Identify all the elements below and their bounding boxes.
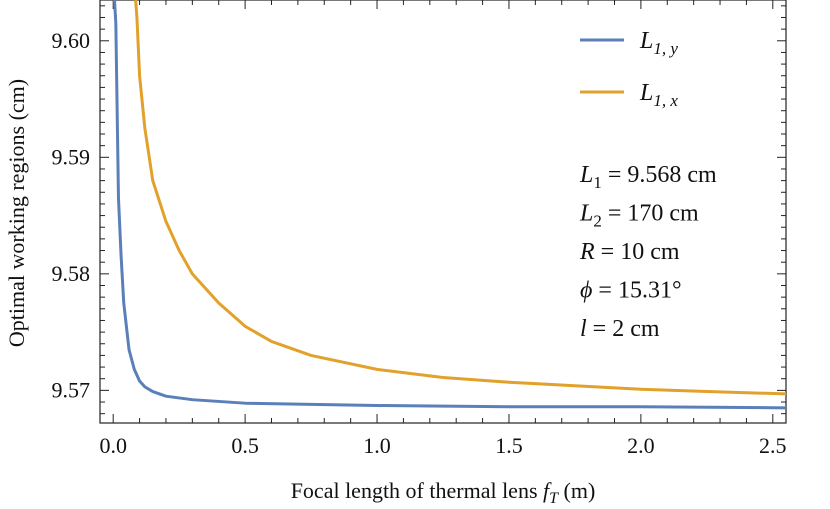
x-axis-var-sub: T: [549, 490, 559, 507]
parameter-annotations: L1 = 9.568 cm L2 = 170 cm R = 10 cm ϕ = 15.…: [579, 162, 717, 342]
x-axis-title: Focal length of thermal lens fT (m): [291, 478, 596, 507]
x-axis-var: f: [543, 478, 552, 503]
y-tick-label: 9.57: [52, 377, 91, 402]
x-tick-label: 1.0: [363, 433, 391, 458]
x-axis-title-text: Focal length of thermal lens: [291, 478, 538, 503]
plot-frame: [99, 0, 787, 424]
series-line-1: [113, 0, 786, 410]
series-line-2: [134, 0, 786, 396]
y-tick-label: 9.58: [52, 261, 91, 286]
annotation-line: ϕ = 15.31°: [580, 278, 682, 304]
y-tick-label: 9.60: [52, 28, 91, 53]
legend-label: L1, y: [639, 28, 678, 58]
y-tick-label: 9.59: [52, 144, 91, 169]
series-group: [113, 0, 786, 410]
legend: L1, y L1, x: [580, 28, 678, 110]
x-tick-label: 2.0: [627, 433, 655, 458]
x-tick-label: 0.5: [231, 433, 259, 458]
legend-label: L1, x: [639, 80, 678, 110]
x-axis-unit: (m): [564, 478, 596, 503]
x-tick-label: 1.5: [495, 433, 523, 458]
y-axis-title: Optimal working regions (cm): [4, 79, 29, 347]
annotation-line: L1 = 9.568 cm: [579, 162, 717, 192]
x-tick-label: 0.0: [99, 433, 127, 458]
annotation-line: l = 2 cm: [580, 316, 660, 342]
annotation-line: R = 10 cm: [579, 239, 680, 265]
x-tick-label: 2.5: [759, 433, 787, 458]
annotation-line: L2 = 170 cm: [579, 201, 699, 231]
y-tick-labels: 9.57 9.58 9.59 9.60: [52, 28, 91, 403]
x-tick-labels: 0.0 0.5 1.0 1.5 2.0 2.5: [99, 433, 786, 458]
tick-marks: [100, 0, 786, 423]
